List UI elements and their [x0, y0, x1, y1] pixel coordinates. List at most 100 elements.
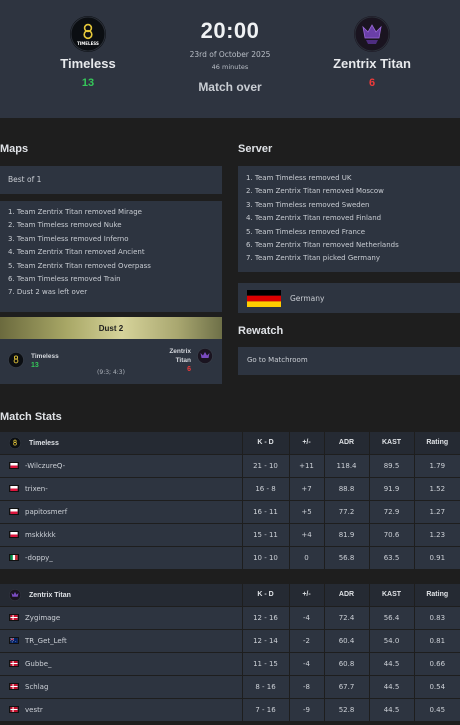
italy-flag-icon: [9, 554, 19, 561]
player-kd: 10 - 10: [241, 546, 289, 570]
player-name: -doppy_: [25, 553, 53, 562]
player-kd: 11 - 15: [241, 652, 289, 676]
player-kast: 54.0: [368, 629, 414, 653]
server-veto-item: 5. Team Timeless removed France: [246, 227, 366, 236]
player-adr: 60.4: [323, 629, 369, 653]
player-name: TR_Get_Left: [25, 636, 67, 645]
col-diff[interactable]: +/-: [288, 584, 324, 607]
player-cell[interactable]: trixen-: [0, 477, 242, 501]
player-rating: 0.66: [413, 652, 460, 676]
map-result-card[interactable]: Dust 2 Timeless 13 Zentrix Titan 6 (9:3;…: [0, 317, 222, 384]
team1-name: Timeless: [60, 56, 116, 71]
col-adr[interactable]: ADR: [323, 432, 369, 455]
timeless-logo: TIMELESS: [70, 16, 106, 52]
player-kd: 7 - 16: [241, 698, 289, 722]
server-location: Germany: [290, 294, 325, 303]
player-cell[interactable]: Schlag: [0, 675, 242, 699]
map-banner: Dust 2: [0, 317, 222, 339]
player-kast: 70.6: [368, 523, 414, 547]
team2-name: Zentrix Titan: [333, 56, 411, 71]
card-team2-score: 6: [187, 366, 191, 373]
team1-block[interactable]: TIMELESS Timeless 13: [28, 16, 148, 89]
player-kast: 44.5: [368, 652, 414, 676]
player-diff: -2: [288, 629, 324, 653]
server-veto-box: 1. Team Timeless removed UK 2. Team Zent…: [238, 166, 460, 272]
zentrix-titan-logo: [354, 16, 390, 52]
player-adr: 77.2: [323, 500, 369, 524]
col-kast[interactable]: KAST: [368, 584, 414, 607]
player-row[interactable]: Zygimage 12 - 16 -4 72.4 56.4 0.83: [0, 606, 460, 630]
col-kast[interactable]: KAST: [368, 432, 414, 455]
col-adr[interactable]: ADR: [323, 584, 369, 607]
rewatch-title: Rewatch: [238, 325, 284, 337]
map-veto-item: 1. Team Zentrix Titan removed Mirage: [8, 208, 142, 216]
player-row[interactable]: papitosmerf 16 - 11 +5 77.2 72.9 1.27: [0, 500, 460, 524]
match-info: 20:00 23rd of October 2025 46 minutes Ma…: [150, 18, 310, 94]
player-cell[interactable]: vestr: [0, 698, 242, 722]
server-veto-item: 4. Team Zentrix Titan removed Finland: [246, 214, 382, 223]
map-veto-item: 7. Dust 2 was left over: [8, 288, 88, 297]
player-cell[interactable]: mskkkkk: [0, 523, 242, 547]
player-adr: 56.8: [323, 546, 369, 570]
zentrix-titan-logo-small: [197, 348, 213, 364]
player-cell[interactable]: Zygimage: [0, 606, 242, 630]
map-veto-item: 2. Team Timeless removed Nuke: [8, 221, 122, 230]
player-diff: 0: [288, 546, 324, 570]
team1-header-cell: Timeless: [0, 432, 242, 455]
col-kd[interactable]: K - D: [241, 584, 289, 607]
timeless-logo-small: [8, 352, 24, 368]
player-rating: 0.54: [413, 675, 460, 699]
player-row[interactable]: -WilczureQ- 21 - 10 +11 118.4 89.5 1.79: [0, 454, 460, 478]
player-kast: 56.4: [368, 606, 414, 630]
player-adr: 118.4: [323, 454, 369, 478]
col-diff[interactable]: +/-: [288, 432, 324, 455]
denmark-flag-icon: [9, 614, 19, 621]
player-kd: 21 - 10: [241, 454, 289, 478]
player-kd: 16 - 11: [241, 500, 289, 524]
player-kast: 89.5: [368, 454, 414, 478]
player-cell[interactable]: -WilczureQ-: [0, 454, 242, 478]
timeless-logo-tiny: [9, 436, 21, 449]
player-row[interactable]: TR_Get_Left 12 - 14 -2 60.4 54.0 0.81: [0, 629, 460, 653]
player-row[interactable]: Gubbe_ 11 - 15 -4 60.8 44.5 0.66: [0, 652, 460, 676]
player-rating: 1.79: [413, 454, 460, 478]
col-rating[interactable]: Rating: [413, 584, 460, 607]
player-cell[interactable]: TR_Get_Left: [0, 629, 242, 653]
matchroom-link[interactable]: Go to Matchroom: [238, 347, 460, 375]
map-name: Dust 2: [98, 323, 124, 333]
player-row[interactable]: mskkkkk 15 - 11 +4 81.9 70.6 1.23: [0, 523, 460, 547]
server-location-box: Germany: [238, 283, 460, 313]
map-veto-item: 6. Team Timeless removed Train: [8, 275, 121, 284]
player-kast: 44.5: [368, 698, 414, 722]
match-time: 20:00: [200, 18, 260, 43]
player-row[interactable]: -doppy_ 10 - 10 0 56.8 63.5 0.91: [0, 546, 460, 570]
player-name: papitosmerf: [25, 507, 68, 516]
player-diff: -4: [288, 652, 324, 676]
col-kd[interactable]: K - D: [241, 432, 289, 455]
player-name: mskkkkk: [25, 530, 56, 539]
match-header: TIMELESS Timeless 13 20:00 23rd of Octob…: [0, 0, 460, 118]
player-rating: 1.27: [413, 500, 460, 524]
team2-block[interactable]: Zentrix Titan 6: [312, 16, 432, 89]
server-title: Server: [238, 143, 273, 155]
player-adr: 88.8: [323, 477, 369, 501]
player-diff: +7: [288, 477, 324, 501]
player-cell[interactable]: -doppy_: [0, 546, 242, 570]
server-veto-item: 2. Team Zentrix Titan removed Moscow: [246, 187, 384, 196]
player-row[interactable]: vestr 7 - 16 -9 52.8 44.5 0.45: [0, 698, 460, 722]
player-kd: 8 - 16: [241, 675, 289, 699]
player-kast: 44.5: [368, 675, 414, 699]
player-row[interactable]: trixen- 16 - 8 +7 88.8 91.9 1.52: [0, 477, 460, 501]
player-cell[interactable]: papitosmerf: [0, 500, 242, 524]
player-rating: 0.91: [413, 546, 460, 570]
team1-header-name: Timeless: [29, 439, 59, 447]
player-row[interactable]: Schlag 8 - 16 -8 67.7 44.5 0.54: [0, 675, 460, 699]
team1-stats-header: Timeless K - D +/- ADR KAST Rating: [0, 432, 460, 455]
germany-flag-icon: [247, 290, 281, 307]
col-rating[interactable]: Rating: [413, 432, 460, 455]
zentrix-titan-logo-tiny: [9, 588, 21, 601]
player-kast: 63.5: [368, 546, 414, 570]
card-halves: (9:3; 4:3): [97, 369, 125, 376]
team2-header-cell: Zentrix Titan: [0, 584, 242, 607]
player-cell[interactable]: Gubbe_: [0, 652, 242, 676]
